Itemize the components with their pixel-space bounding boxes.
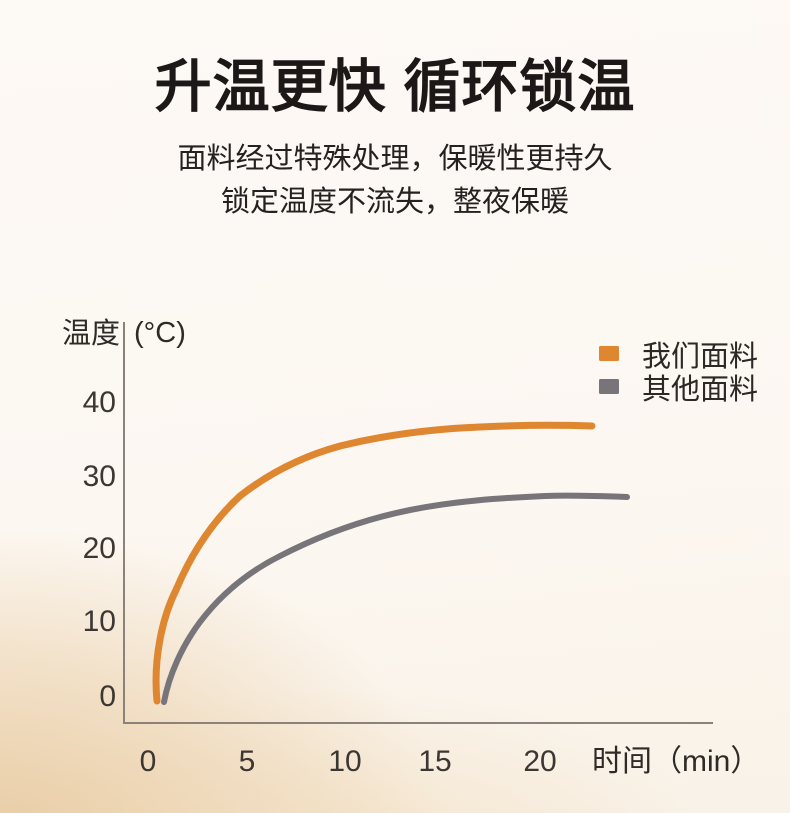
header: 升温更快 循环锁温 面料经过特殊处理，保暖性更持久 锁定温度不流失，整夜保暖: [0, 0, 790, 224]
our-fabric-swatch-icon: [599, 346, 619, 361]
x-tick-0: 0: [139, 745, 157, 778]
axis-lines: [123, 322, 713, 724]
y-tick-40: 40: [82, 386, 116, 419]
x-tick-15: 15: [418, 745, 452, 778]
subtitle-line-2: 锁定温度不流失，整夜保暖: [220, 186, 569, 218]
page-title: 升温更快 循环锁温: [154, 55, 636, 119]
x-tick-10: 10: [328, 745, 362, 778]
legend-label-our-fabric: 我们面料: [642, 340, 759, 373]
y-tick-20: 20: [82, 532, 116, 565]
legend-label-other-fabric: 其他面料: [642, 373, 759, 406]
legend-item-other-fabric: 其他面料: [599, 370, 758, 406]
legend-item-our-fabric: 我们面料: [599, 337, 758, 373]
y-axis-unit: (°C): [134, 317, 186, 349]
x-axis-title: 时间（min）: [592, 745, 761, 778]
our-fabric-curve: [152, 421, 596, 705]
other-fabric-curve: [161, 492, 630, 705]
y-tick-10: 10: [82, 605, 116, 638]
x-tick-5: 5: [238, 745, 256, 778]
y-tick-0: 0: [99, 680, 116, 713]
y-tick-30: 30: [82, 460, 116, 493]
x-tick-20: 20: [523, 745, 557, 778]
legend: 我们面料 其他面料: [599, 337, 758, 406]
other-fabric-swatch-icon: [599, 379, 619, 394]
subtitle-line-1: 面料经过特殊处理，保暖性更持久: [177, 143, 613, 175]
y-axis-name: 温度: [61, 318, 120, 350]
